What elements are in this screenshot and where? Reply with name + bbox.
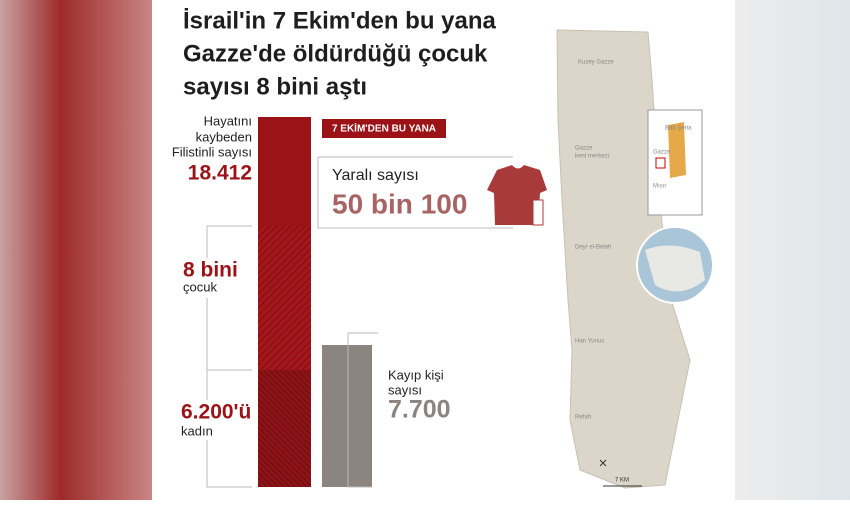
missing-value: 7.700 xyxy=(388,396,451,424)
bracket xyxy=(206,225,252,488)
women-bar xyxy=(258,370,311,487)
inset-marker xyxy=(655,157,666,169)
shirt-icon xyxy=(487,165,547,226)
label-bg xyxy=(178,400,254,440)
scale-label: 7 KM xyxy=(615,478,629,484)
right-backdrop xyxy=(735,0,850,500)
place: Refah xyxy=(575,415,591,421)
killed-value: 18.412 xyxy=(188,162,252,185)
north-arrow xyxy=(599,459,607,467)
children-bar xyxy=(258,226,311,371)
place: Deyr el-Belah xyxy=(575,245,611,251)
women-label: kadın xyxy=(181,423,213,438)
killed-label: Hayatını xyxy=(204,113,252,128)
place: Gazze xyxy=(575,146,593,152)
west-bank xyxy=(668,122,686,178)
injured-label: Yaralı sayısı xyxy=(332,167,419,184)
globe-land xyxy=(645,245,705,292)
inset-label: Batı Şeria xyxy=(665,126,692,132)
children-value: 8 bini xyxy=(183,259,238,282)
bracket xyxy=(347,332,378,488)
title-line: İsrail'in 7 Ekim'den bu yana xyxy=(183,7,497,34)
missing-bar xyxy=(322,345,372,487)
killed-bar xyxy=(258,117,311,227)
place: Han Yunus xyxy=(575,339,604,345)
inset-label: Gazze xyxy=(653,150,671,156)
injured-value: 50 bin 100 xyxy=(332,188,467,219)
women-value: 6.200'ü xyxy=(181,401,251,424)
left-backdrop xyxy=(0,0,152,500)
tag-box xyxy=(322,119,446,138)
place: Kuzey Gazze xyxy=(578,60,614,66)
killed-label: kaybeden xyxy=(196,129,252,144)
killed-label: Filistinli sayısı xyxy=(172,144,252,159)
label-bg xyxy=(180,258,252,298)
missing-label: Kayıp kişi xyxy=(388,367,444,382)
title-line: sayısı 8 bini aştı xyxy=(183,73,367,100)
children-label: çocuk xyxy=(183,279,217,294)
injured-frame xyxy=(317,156,513,229)
inset-label: Mısır xyxy=(653,184,666,190)
tag: 7 EKİM'DEN BU YANA xyxy=(332,122,436,135)
title-line: Gazze'de öldürdüğü çocuk xyxy=(183,40,488,67)
missing-label: sayısı xyxy=(388,382,422,397)
place: kent merkezi xyxy=(575,154,609,160)
